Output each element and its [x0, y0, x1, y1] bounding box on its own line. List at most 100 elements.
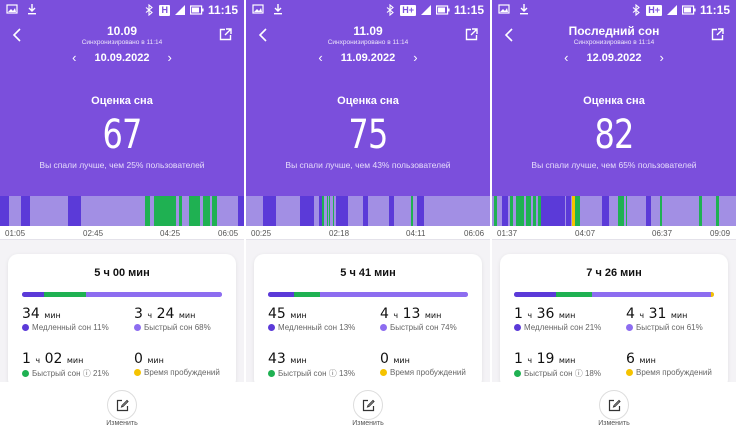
signal-icon [420, 5, 431, 15]
status-bar: H 11:15 [0, 0, 244, 20]
edit-button[interactable] [353, 390, 383, 420]
edit-icon [362, 399, 375, 411]
back-arrow-icon[interactable] [12, 28, 22, 47]
timeline-segment-rem [494, 196, 497, 226]
stat-value: 1 ч 02 мин [22, 351, 84, 367]
network-type-badge: H [159, 4, 170, 16]
timeline-segment-rem [533, 196, 536, 226]
legend-dot [626, 324, 633, 331]
timeline-tick-label: 04:07 [575, 229, 596, 238]
total-sleep-duration: 5 ч 00 мин [94, 267, 150, 279]
stat-label: Медленный сон 11% [22, 323, 127, 332]
timeline-segment-deep [540, 196, 566, 226]
timeline-tick-label: 01:37 [497, 229, 518, 238]
stat-value: 1 ч 19 мин [514, 351, 576, 367]
edit-icon [116, 399, 129, 411]
status-time: 11:15 [699, 3, 730, 17]
timeline-segment-rem [410, 196, 414, 226]
header-background [0, 0, 244, 196]
back-arrow-icon[interactable] [258, 28, 268, 47]
bluetooth-icon [146, 4, 154, 16]
share-icon[interactable] [219, 28, 232, 46]
edit-label: Изменить [106, 420, 138, 425]
prev-date-chevron-icon[interactable]: ‹ [318, 50, 323, 65]
sleep-timeline-chart [492, 196, 736, 226]
image-icon [252, 4, 264, 14]
timeline-segment-rem [189, 196, 201, 226]
timeline-tick-label: 02:18 [329, 229, 350, 238]
sleep-stat: 3 ч 24 мин Быстрый сон 68% [134, 306, 239, 332]
legend-dot [380, 369, 387, 376]
sleep-stat: 0 мин Время пробуждений [380, 351, 485, 377]
download-icon [274, 4, 282, 15]
status-time: 11:15 [207, 3, 238, 17]
legend-dot [514, 324, 521, 331]
bluetooth-icon [632, 4, 641, 16]
stat-value: 43 мин [268, 351, 307, 367]
edit-button[interactable] [107, 390, 137, 420]
battery-icon [189, 5, 204, 15]
stat-label: Быстрый сон ⓘ 13% [268, 368, 373, 379]
timeline-segment-rem [626, 196, 628, 226]
status-bar: H+ 11:15 [246, 0, 490, 20]
timeline-segment-deep [336, 196, 349, 226]
stat-label: Быстрый сон ⓘ 21% [22, 368, 127, 379]
sleep-phase-bar [514, 292, 714, 297]
phase-bar-deep [514, 292, 556, 297]
edit-label: Изменить [598, 420, 630, 425]
edit-button[interactable] [599, 390, 629, 420]
page-title: Последний сон [568, 24, 660, 38]
sleep-stat: 1 ч 02 мин Быстрый сон ⓘ 21% [22, 351, 127, 379]
timeline-segment-deep [0, 196, 9, 226]
legend-dot [22, 370, 29, 377]
timeline-segment-rem [212, 196, 218, 226]
timeline-tick-label: 06:06 [464, 229, 485, 238]
image-icon [498, 4, 510, 14]
stat-label: Время пробуждений [380, 368, 485, 377]
timeline-segment-rem [179, 196, 182, 226]
timeline-segment-deep [68, 196, 81, 226]
date-navigator: ‹ 10.09.2022 › [0, 50, 244, 65]
next-date-chevron-icon[interactable]: › [659, 50, 664, 65]
next-date-chevron-icon[interactable]: › [167, 50, 172, 65]
timeline-tick-label: 09:09 [710, 229, 731, 238]
legend-dot [380, 324, 387, 331]
timeline-segment-rem [617, 196, 624, 226]
timeline-tick-label: 02:45 [83, 229, 104, 238]
sleep-score-label: Оценка сна [337, 95, 399, 107]
prev-date-chevron-icon[interactable]: ‹ [564, 50, 569, 65]
share-icon[interactable] [711, 28, 724, 46]
share-icon[interactable] [465, 28, 478, 46]
legend-dot [514, 370, 521, 377]
phase-bar-deep [268, 292, 294, 297]
timeline-segment-deep [501, 196, 508, 226]
timeline-segment-rem [326, 196, 328, 226]
timeline-axis: 01:37 04:07 06:37 09:09 [492, 226, 736, 240]
page-title: 11.09 [353, 24, 383, 38]
sleep-stat: 4 ч 13 мин Быстрый сон 74% [380, 306, 485, 332]
timeline-segment-rem [321, 196, 325, 226]
total-sleep-duration: 7 ч 26 мин [586, 267, 642, 279]
timeline-tick-label: 04:25 [160, 229, 181, 238]
next-date-chevron-icon[interactable]: › [413, 50, 418, 65]
back-arrow-icon[interactable] [504, 28, 514, 47]
sleep-phase-bar [22, 292, 222, 297]
timeline-segment-deep [319, 196, 322, 226]
sleep-summary-card: 5 ч 00 мин 34 мин Медленный сон 11% 3 ч … [8, 254, 236, 389]
timeline-segment-rem [516, 196, 524, 226]
timeline-segment-rem [574, 196, 580, 226]
timeline-axis: 00:25 02:18 04:11 06:06 [246, 226, 490, 240]
sync-status: Синхронизировано в 11:14 [81, 39, 163, 46]
timeline-segment-rem [328, 196, 331, 226]
phase-bar-light [86, 292, 222, 297]
stat-value: 3 ч 24 мин [134, 306, 196, 322]
battery-icon [681, 5, 696, 15]
phase-bar-light [320, 292, 468, 297]
timeline-segment-rem [699, 196, 702, 226]
sleep-screen-panel: H+ 11:15 Последний сон Синхронизировано … [492, 0, 736, 425]
timeline-segment-rem [660, 196, 662, 226]
stat-label: Быстрый сон ⓘ 18% [514, 368, 619, 379]
prev-date-chevron-icon[interactable]: ‹ [72, 50, 77, 65]
phase-bar-rem [556, 292, 592, 297]
